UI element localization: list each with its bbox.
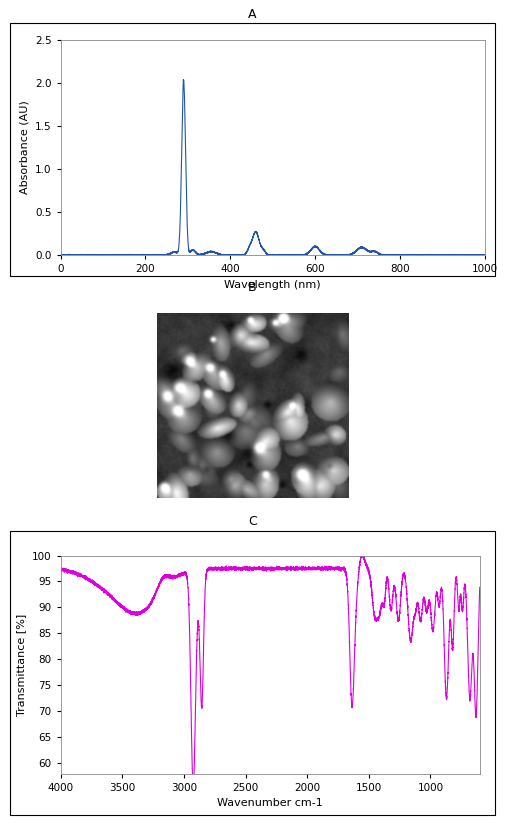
- X-axis label: Wavelength (nm): Wavelength (nm): [224, 280, 321, 290]
- Y-axis label: Absorbance (AU): Absorbance (AU): [19, 100, 29, 194]
- X-axis label: Wavenumber cm-1: Wavenumber cm-1: [217, 798, 323, 808]
- Text: C: C: [248, 515, 257, 528]
- Text: B: B: [248, 281, 257, 294]
- Text: A: A: [248, 8, 257, 21]
- Y-axis label: Transmittance [%]: Transmittance [%]: [16, 613, 26, 716]
